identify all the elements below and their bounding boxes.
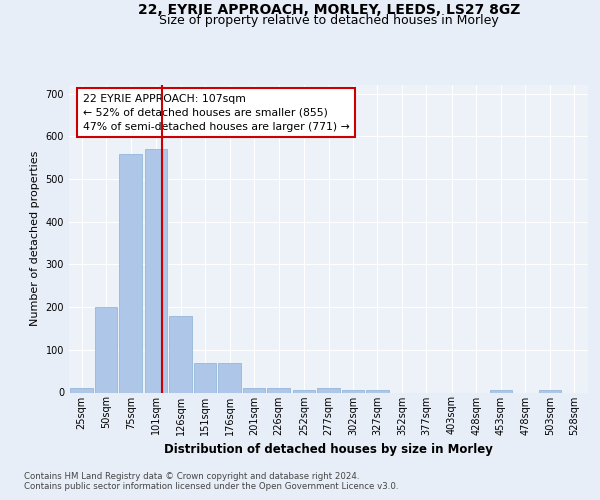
- Bar: [218, 364, 241, 392]
- Bar: [366, 390, 389, 392]
- Bar: [70, 388, 93, 392]
- Bar: [119, 154, 142, 392]
- Bar: [317, 388, 340, 392]
- Bar: [194, 362, 217, 392]
- Y-axis label: Number of detached properties: Number of detached properties: [30, 151, 40, 326]
- Text: Contains HM Land Registry data © Crown copyright and database right 2024.: Contains HM Land Registry data © Crown c…: [24, 472, 359, 481]
- Text: Contains public sector information licensed under the Open Government Licence v3: Contains public sector information licen…: [24, 482, 398, 491]
- Bar: [145, 149, 167, 392]
- Text: Distribution of detached houses by size in Morley: Distribution of detached houses by size …: [164, 442, 493, 456]
- Bar: [293, 390, 315, 392]
- Bar: [95, 306, 118, 392]
- Bar: [267, 388, 290, 392]
- Bar: [490, 390, 512, 392]
- Bar: [169, 316, 192, 392]
- Bar: [539, 390, 561, 392]
- Text: 22, EYRIE APPROACH, MORLEY, LEEDS, LS27 8GZ: 22, EYRIE APPROACH, MORLEY, LEEDS, LS27 …: [137, 2, 520, 16]
- Bar: [243, 388, 265, 392]
- Bar: [342, 390, 364, 392]
- Text: Size of property relative to detached houses in Morley: Size of property relative to detached ho…: [159, 14, 499, 27]
- Text: 22 EYRIE APPROACH: 107sqm
← 52% of detached houses are smaller (855)
47% of semi: 22 EYRIE APPROACH: 107sqm ← 52% of detac…: [83, 94, 349, 132]
